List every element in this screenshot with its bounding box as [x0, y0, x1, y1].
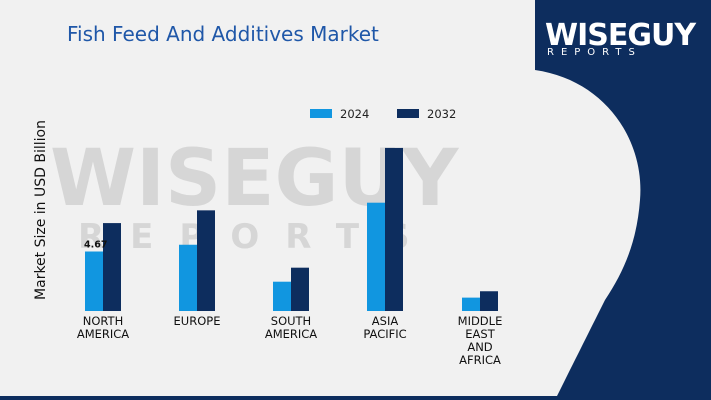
bottom-bar — [0, 396, 711, 400]
x-tick-label-3-0: ASIA — [372, 314, 399, 328]
bars-group: 4.67 — [84, 147, 498, 311]
bar-2024-4 — [462, 297, 480, 311]
bar-2024-3 — [367, 202, 385, 311]
chart-panel — [0, 0, 535, 396]
bar-2032-0 — [103, 223, 121, 311]
watermark-logo-subtext: REPORTS — [78, 217, 436, 257]
page-title: Fish Feed And Additives Market — [67, 22, 379, 46]
x-tick-label-2-1: AMERICA — [265, 327, 317, 341]
bar-2032-1 — [197, 210, 215, 311]
x-tick-label-3-1: PACIFIC — [363, 327, 406, 341]
x-tick-label-0-1: AMERICA — [77, 327, 129, 341]
head-silhouette-icon — [535, 70, 641, 400]
legend-swatch-2024 — [310, 109, 332, 118]
legend: 2024 2032 — [310, 107, 456, 121]
x-tick-label-1-0: EUROPE — [174, 314, 221, 328]
x-tick-label-4-2: AND — [467, 340, 492, 354]
x-tick-label-0-0: NORTH — [83, 314, 123, 328]
bar-2032-3 — [385, 147, 403, 311]
bar-2024-0 — [85, 251, 103, 311]
logo-subtext: REPORTS — [547, 47, 642, 58]
data-label-0: 4.67 — [84, 240, 107, 251]
bar-2032-4 — [480, 291, 498, 311]
y-axis-label: Market Size in USD Billion — [33, 120, 49, 300]
bar-2024-2 — [273, 281, 291, 311]
logo-text: WISEGUY — [545, 18, 696, 53]
x-tick-label-4-1: EAST — [465, 327, 495, 341]
x-tick-label-4-3: AFRICA — [459, 353, 501, 367]
x-tick-label-2-0: SOUTH — [271, 314, 311, 328]
legend-swatch-2032 — [397, 109, 419, 118]
legend-label-2032: 2032 — [427, 107, 456, 121]
bar-2032-2 — [291, 267, 309, 311]
x-tick-label-4-0: MIDDLE — [458, 314, 503, 328]
brand-panel: WISEGUY REPORTS — [535, 0, 711, 400]
legend-label-2024: 2024 — [340, 107, 369, 121]
bar-2024-1 — [179, 244, 197, 311]
